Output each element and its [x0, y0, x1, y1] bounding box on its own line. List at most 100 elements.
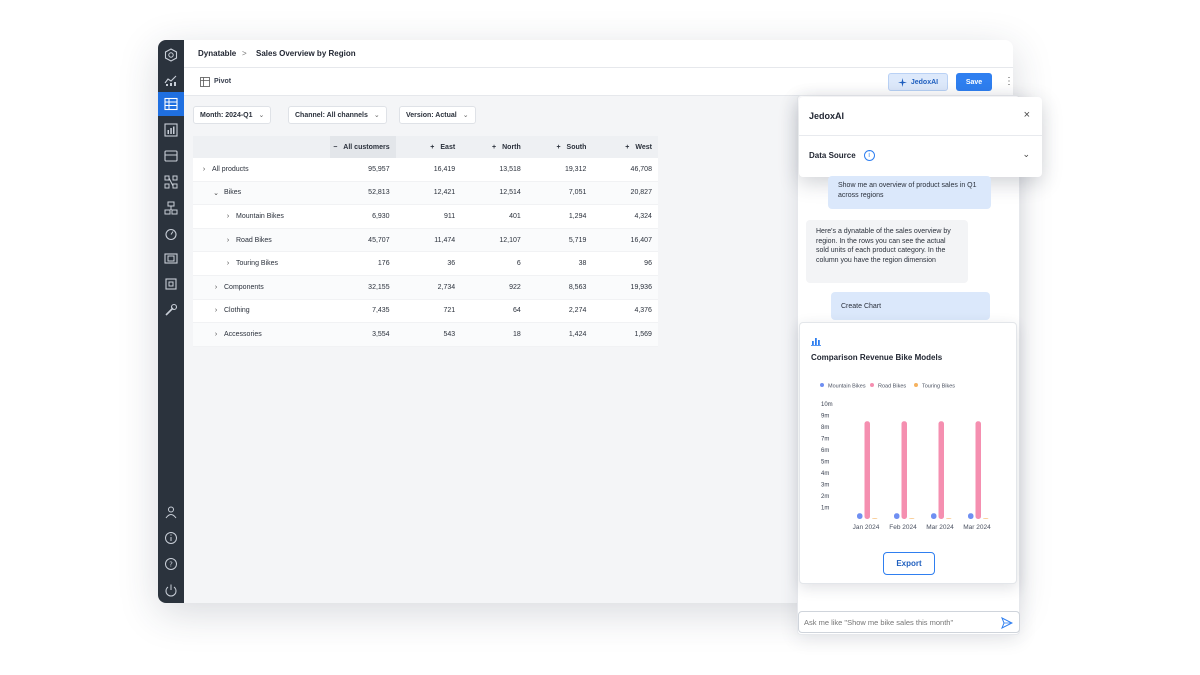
column-header-north[interactable]: + North: [461, 136, 527, 158]
table-cell[interactable]: 13,518: [499, 165, 521, 173]
table-cell[interactable]: 4,324: [634, 212, 652, 220]
chevron-down-icon[interactable]: ⌄: [1022, 149, 1030, 159]
table-cell[interactable]: 16,419: [433, 165, 456, 173]
table-cell[interactable]: 6,930: [372, 212, 390, 220]
y-tick-label: 6m: [821, 448, 829, 454]
table-cell[interactable]: 1,294: [568, 212, 587, 220]
column-header-label: All customers: [343, 143, 390, 151]
table-cell[interactable]: 16,407: [630, 236, 652, 244]
table-cell[interactable]: 19,312: [564, 165, 587, 173]
table-cell[interactable]: 721: [443, 307, 456, 315]
export-button[interactable]: Export: [883, 552, 935, 575]
table-cell[interactable]: 2,274: [568, 307, 587, 315]
folder-icon[interactable]: [158, 246, 184, 270]
info-icon[interactable]: [158, 526, 184, 550]
dynatable-icon[interactable]: [158, 92, 184, 116]
expand-toggle-icon[interactable]: ›: [226, 260, 230, 268]
package-icon[interactable]: [158, 272, 184, 296]
expand-icon[interactable]: +: [625, 143, 630, 151]
save-button[interactable]: Save: [956, 73, 992, 91]
table-cell[interactable]: 52,813: [368, 189, 390, 197]
table-cell[interactable]: 96: [644, 260, 652, 268]
expand-icon[interactable]: +: [556, 143, 561, 151]
filter-channel[interactable]: Channel: All channels ⌄: [288, 106, 387, 124]
table-cell[interactable]: 401: [509, 212, 521, 220]
table-cell[interactable]: 19,936: [630, 283, 652, 291]
expand-toggle-icon[interactable]: ›: [226, 236, 230, 244]
table-cell[interactable]: 922: [509, 283, 521, 291]
pivot-table: − All customers + East + North + South + West…: [193, 136, 658, 347]
chat-input[interactable]: [804, 617, 994, 627]
table-cell[interactable]: 45,707: [368, 236, 390, 244]
jedoxai-button-label: JedoxAI: [910, 78, 939, 86]
info-icon[interactable]: i: [863, 150, 875, 161]
table-cell[interactable]: 1,424: [568, 330, 587, 338]
table-cell[interactable]: 6: [516, 260, 521, 268]
filter-month[interactable]: Month: 2024-Q1 ⌄: [193, 106, 272, 124]
table-cell[interactable]: 7,051: [568, 189, 587, 197]
table-cell[interactable]: 46,708: [630, 165, 652, 173]
data-source-toggle[interactable]: Data Source i: [809, 150, 875, 161]
table-cell[interactable]: 11,474: [434, 236, 456, 244]
table-cell[interactable]: 12,107: [499, 236, 521, 244]
table-cell[interactable]: 5,719: [568, 236, 587, 244]
bar-touring-bikes: [909, 518, 915, 519]
column-header-east[interactable]: + East: [396, 136, 462, 158]
power-icon[interactable]: [158, 578, 184, 602]
page-title: Sales Overview by Region: [256, 49, 356, 58]
table-cell[interactable]: 95,957: [368, 165, 390, 173]
table-cell[interactable]: 1,569: [634, 330, 652, 338]
bar-touring-bikes: [946, 518, 952, 519]
logo-icon[interactable]: [158, 42, 184, 68]
bar-mountain-bikes: [857, 513, 863, 519]
table-cell[interactable]: 2,734: [437, 283, 456, 291]
expand-toggle-icon[interactable]: ›: [214, 330, 218, 338]
table-cell[interactable]: 12,421: [433, 189, 456, 197]
database-icon[interactable]: [158, 144, 184, 168]
expand-toggle-icon[interactable]: ›: [202, 165, 206, 173]
table-cell[interactable]: 32,155: [368, 283, 390, 291]
table-cell[interactable]: 18: [512, 330, 521, 338]
table-row: › Clothing 7,435 721 64 2,274 4,376: [193, 299, 658, 324]
help-icon[interactable]: ?: [158, 552, 184, 576]
more-options-icon[interactable]: ⋮: [1004, 76, 1013, 87]
expand-toggle-icon[interactable]: ⌄: [213, 189, 219, 197]
table-cell[interactable]: 3,554: [372, 330, 390, 338]
bar-road-bikes: [975, 421, 981, 519]
pivot-button[interactable]: Pivot: [214, 78, 232, 85]
analytics-icon[interactable]: [158, 68, 184, 92]
jedoxai-button[interactable]: JedoxAI: [888, 73, 948, 91]
table-cell[interactable]: 38: [578, 260, 587, 268]
column-header-south[interactable]: + South: [527, 136, 593, 158]
table-cell[interactable]: 911: [444, 212, 456, 220]
column-header-west[interactable]: + West: [592, 136, 658, 158]
scheduler-icon[interactable]: [158, 222, 184, 246]
table-cell[interactable]: 8,563: [568, 283, 587, 291]
expand-icon[interactable]: +: [492, 143, 497, 151]
table-cell[interactable]: 176: [377, 260, 390, 268]
table-cell[interactable]: 4,376: [634, 307, 652, 315]
send-icon[interactable]: [1001, 617, 1013, 629]
user-icon[interactable]: [158, 500, 184, 524]
collapse-icon[interactable]: −: [333, 143, 338, 151]
model-icon[interactable]: [158, 170, 184, 194]
expand-toggle-icon[interactable]: ›: [226, 212, 230, 220]
wrench-icon[interactable]: [158, 298, 184, 322]
close-icon[interactable]: ×: [1023, 109, 1030, 121]
table-cell[interactable]: 20,827: [630, 189, 652, 197]
table-cell[interactable]: 12,514: [499, 189, 521, 197]
report-icon[interactable]: [158, 118, 184, 142]
bar-road-bikes: [901, 421, 907, 519]
filter-version[interactable]: Version: Actual ⌄: [399, 106, 476, 124]
table-cell[interactable]: 543: [443, 330, 456, 338]
column-header-all-customers[interactable]: − All customers: [330, 136, 396, 158]
table-cell[interactable]: 36: [447, 260, 456, 268]
chevron-down-icon: ⌄: [462, 112, 469, 119]
table-cell[interactable]: 64: [512, 307, 521, 315]
breadcrumb-root[interactable]: Dynatable: [198, 49, 237, 58]
table-cell[interactable]: 7,435: [372, 307, 390, 315]
expand-icon[interactable]: +: [430, 143, 435, 151]
expand-toggle-icon[interactable]: ›: [214, 307, 218, 315]
integrator-icon[interactable]: [158, 196, 184, 220]
expand-toggle-icon[interactable]: ›: [214, 283, 218, 291]
